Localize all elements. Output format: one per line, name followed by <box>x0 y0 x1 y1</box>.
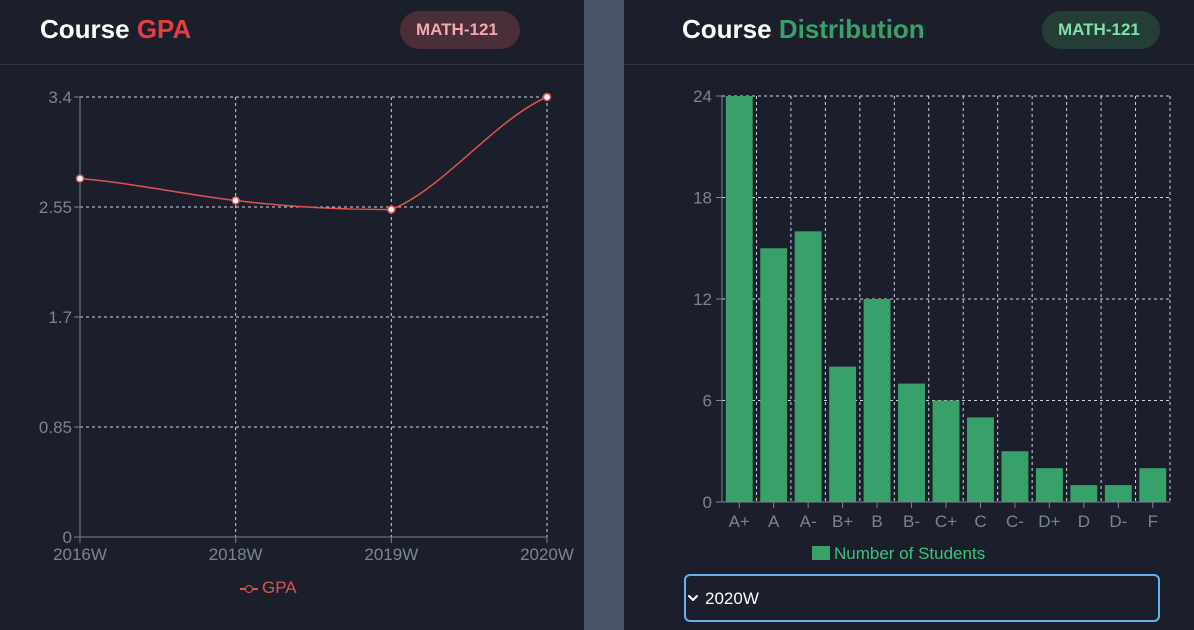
distribution-bar[interactable] <box>1035 468 1063 502</box>
x-tick-label: 2016W <box>53 545 107 564</box>
gpa-data-point[interactable] <box>231 196 240 205</box>
y-tick-label: 1.7 <box>48 308 72 327</box>
x-tick-label: B <box>871 512 882 531</box>
gpa-series-line <box>79 96 548 211</box>
y-tick-label: 24 <box>693 87 712 106</box>
gpa-line-chart: 0 0.85 1.7 2.55 3.4 2016W 2018W 2019W 2020W <box>39 88 574 564</box>
x-tick-label: C- <box>1006 512 1024 531</box>
gpa-data-point[interactable] <box>542 92 552 102</box>
distribution-bar[interactable] <box>863 299 891 502</box>
gpa-panel-header: Course GPA MATH-121 <box>0 0 584 65</box>
distribution-bar[interactable] <box>932 400 960 503</box>
term-select-value: 2020W <box>705 589 759 608</box>
y-tick-label: 2.55 <box>39 198 72 217</box>
distribution-bar[interactable] <box>967 417 994 502</box>
gpa-panel: Course GPA MATH-121 0 0.85 1.7 2.55 3.4 2016… <box>0 0 584 630</box>
term-select[interactable]: 2020W <box>684 574 1160 622</box>
x-tick-label: A <box>768 512 780 531</box>
distribution-bar[interactable] <box>794 231 822 503</box>
gpa-panel-title: Course GPA <box>40 14 191 45</box>
distribution-panel-title: Course Distribution <box>682 14 925 45</box>
y-tick-label: 0 <box>703 493 712 512</box>
x-tick-label: B- <box>903 512 920 531</box>
distribution-bar[interactable] <box>1139 468 1167 502</box>
x-tick-label: B+ <box>832 512 853 531</box>
distribution-bar[interactable] <box>1104 485 1132 502</box>
y-tick-label: 12 <box>693 290 712 309</box>
x-tick-label: D <box>1078 512 1090 531</box>
distribution-panel: Course Distribution MATH-121 0 6 12 18 24 A+… <box>624 0 1194 630</box>
y-tick-label: 0.85 <box>39 418 72 437</box>
distribution-bar[interactable] <box>760 248 788 502</box>
course-code-badge: MATH-121 <box>1042 11 1160 49</box>
panel-divider <box>584 0 624 630</box>
gpa-legend[interactable]: GPA <box>240 578 297 598</box>
line-marker-icon <box>240 584 258 594</box>
distribution-bar[interactable] <box>829 366 857 502</box>
gpa-data-point[interactable] <box>387 205 396 214</box>
course-code-badge: MATH-121 <box>400 11 520 49</box>
x-tick-label: 2018W <box>209 545 263 564</box>
x-tick-label: A- <box>800 512 817 531</box>
gpa-legend-label: GPA <box>262 578 297 597</box>
distribution-bar-chart: 0 6 12 18 24 A+ A A- B+ B B- C+ C C- D+ D D- F <box>693 87 1171 531</box>
x-tick-label: D+ <box>1038 512 1060 531</box>
distribution-legend-label: Number of Students <box>834 544 986 563</box>
distribution-legend[interactable]: Number of Students <box>812 544 985 564</box>
dist-title-white: Course <box>682 14 772 44</box>
y-tick-label: 0 <box>63 528 72 547</box>
x-tick-label: 2020W <box>520 545 574 564</box>
y-tick-label: 18 <box>693 189 712 208</box>
x-tick-label: C+ <box>935 512 957 531</box>
x-tick-label: C <box>974 512 986 531</box>
distribution-bar[interactable] <box>898 383 925 502</box>
x-tick-label: F <box>1148 512 1158 531</box>
x-tick-label: D- <box>1109 512 1127 531</box>
gpa-title-white: Course <box>40 14 130 44</box>
distribution-bar[interactable] <box>1070 485 1098 502</box>
x-tick-label: 2019W <box>364 545 418 564</box>
distribution-bar[interactable] <box>725 96 753 502</box>
legend-swatch <box>812 546 830 560</box>
distribution-panel-header: Course Distribution MATH-121 <box>624 0 1194 65</box>
dist-title-accent: Distribution <box>778 14 925 44</box>
x-tick-label: A+ <box>729 512 750 531</box>
gpa-title-accent: GPA <box>136 14 192 44</box>
gpa-data-point[interactable] <box>75 174 85 183</box>
y-tick-label: 6 <box>703 392 712 411</box>
y-tick-label: 3.4 <box>48 88 72 107</box>
chevron-down-icon <box>688 595 698 601</box>
distribution-bar[interactable] <box>1001 451 1029 502</box>
